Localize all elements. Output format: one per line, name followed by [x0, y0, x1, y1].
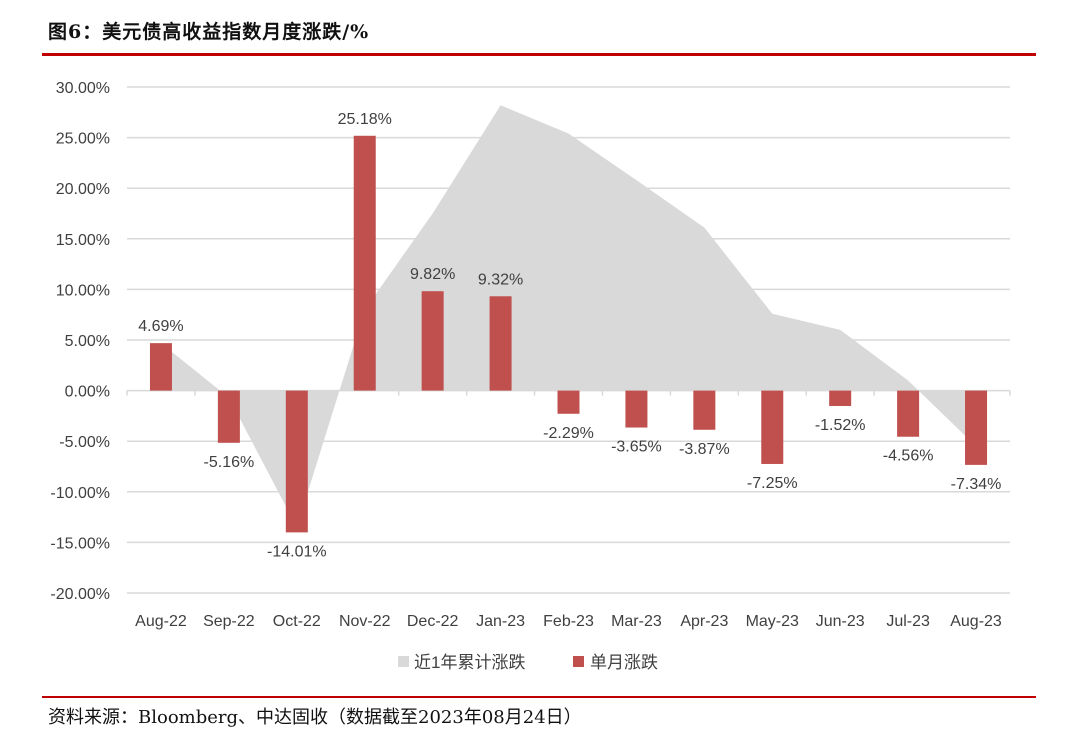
- y-tick-label: -5.00%: [59, 434, 110, 451]
- bar: [353, 135, 376, 391]
- x-tick-label: Aug-23: [950, 613, 1002, 630]
- y-tick-label: 30.00%: [56, 80, 110, 97]
- data-label: -14.01%: [267, 543, 327, 560]
- bar: [829, 390, 852, 406]
- bar: [421, 291, 444, 391]
- data-label: 25.18%: [338, 111, 392, 128]
- y-tick-label: -10.00%: [50, 485, 110, 502]
- top-divider: [42, 53, 1036, 56]
- source-note: 资料来源：Bloomberg、中达固收（数据截至2023年08月24日）: [48, 707, 582, 728]
- y-tick-label: 10.00%: [56, 282, 110, 299]
- bar: [217, 390, 240, 443]
- area-series-cumulative: [160, 105, 977, 528]
- x-tick-label: Mar-23: [611, 613, 662, 630]
- x-tick-label: Jul-23: [886, 613, 930, 630]
- x-tick-label: Nov-22: [339, 613, 391, 630]
- x-tick-label: Jun-23: [816, 613, 865, 630]
- x-tick-label: Aug-22: [135, 613, 187, 630]
- data-label: -3.87%: [679, 441, 730, 458]
- bar: [285, 390, 308, 533]
- y-tick-label: -20.00%: [50, 586, 110, 603]
- data-label: -7.34%: [951, 476, 1002, 493]
- data-label: -7.25%: [747, 475, 798, 492]
- y-tick-label: 0.00%: [65, 384, 110, 401]
- data-label: 4.69%: [138, 318, 183, 335]
- x-tick-label: Oct-22: [273, 613, 321, 630]
- bar: [897, 390, 920, 437]
- data-label: -4.56%: [883, 448, 934, 465]
- x-tick-label: Sep-22: [203, 613, 255, 630]
- data-label: -3.65%: [611, 439, 662, 456]
- bottom-divider: [42, 696, 1036, 698]
- x-tick-label: Feb-23: [543, 613, 594, 630]
- bar: [761, 390, 784, 464]
- legend-label-monthly: 单月涨跌: [590, 653, 658, 672]
- bar: [693, 390, 716, 430]
- data-label: 9.32%: [478, 271, 523, 288]
- legend-label-cumulative: 近1年累计涨跌: [414, 653, 525, 672]
- y-tick-label: 5.00%: [65, 333, 110, 350]
- x-tick-label: Apr-23: [680, 613, 728, 630]
- bar: [557, 390, 580, 414]
- data-label: -2.29%: [543, 425, 594, 442]
- legend-swatch-cumulative: [398, 656, 409, 667]
- legend-swatch-monthly: [573, 656, 584, 667]
- bar: [149, 343, 172, 391]
- data-label: -5.16%: [204, 454, 255, 471]
- x-tick-label: May-23: [746, 613, 799, 630]
- y-tick-label: 20.00%: [56, 181, 110, 198]
- x-tick-label: Dec-22: [407, 613, 459, 630]
- y-tick-label: 15.00%: [56, 232, 110, 249]
- data-label: -1.52%: [815, 417, 866, 434]
- data-label: 9.82%: [410, 266, 455, 283]
- bar: [625, 390, 648, 428]
- bar: [965, 390, 988, 465]
- y-tick-label: 25.00%: [56, 131, 110, 148]
- chart-title: 图6：美元债高收益指数月度涨跌/%: [48, 21, 370, 43]
- x-tick-label: Jan-23: [476, 613, 525, 630]
- y-tick-label: -15.00%: [50, 535, 110, 552]
- bar: [489, 296, 512, 391]
